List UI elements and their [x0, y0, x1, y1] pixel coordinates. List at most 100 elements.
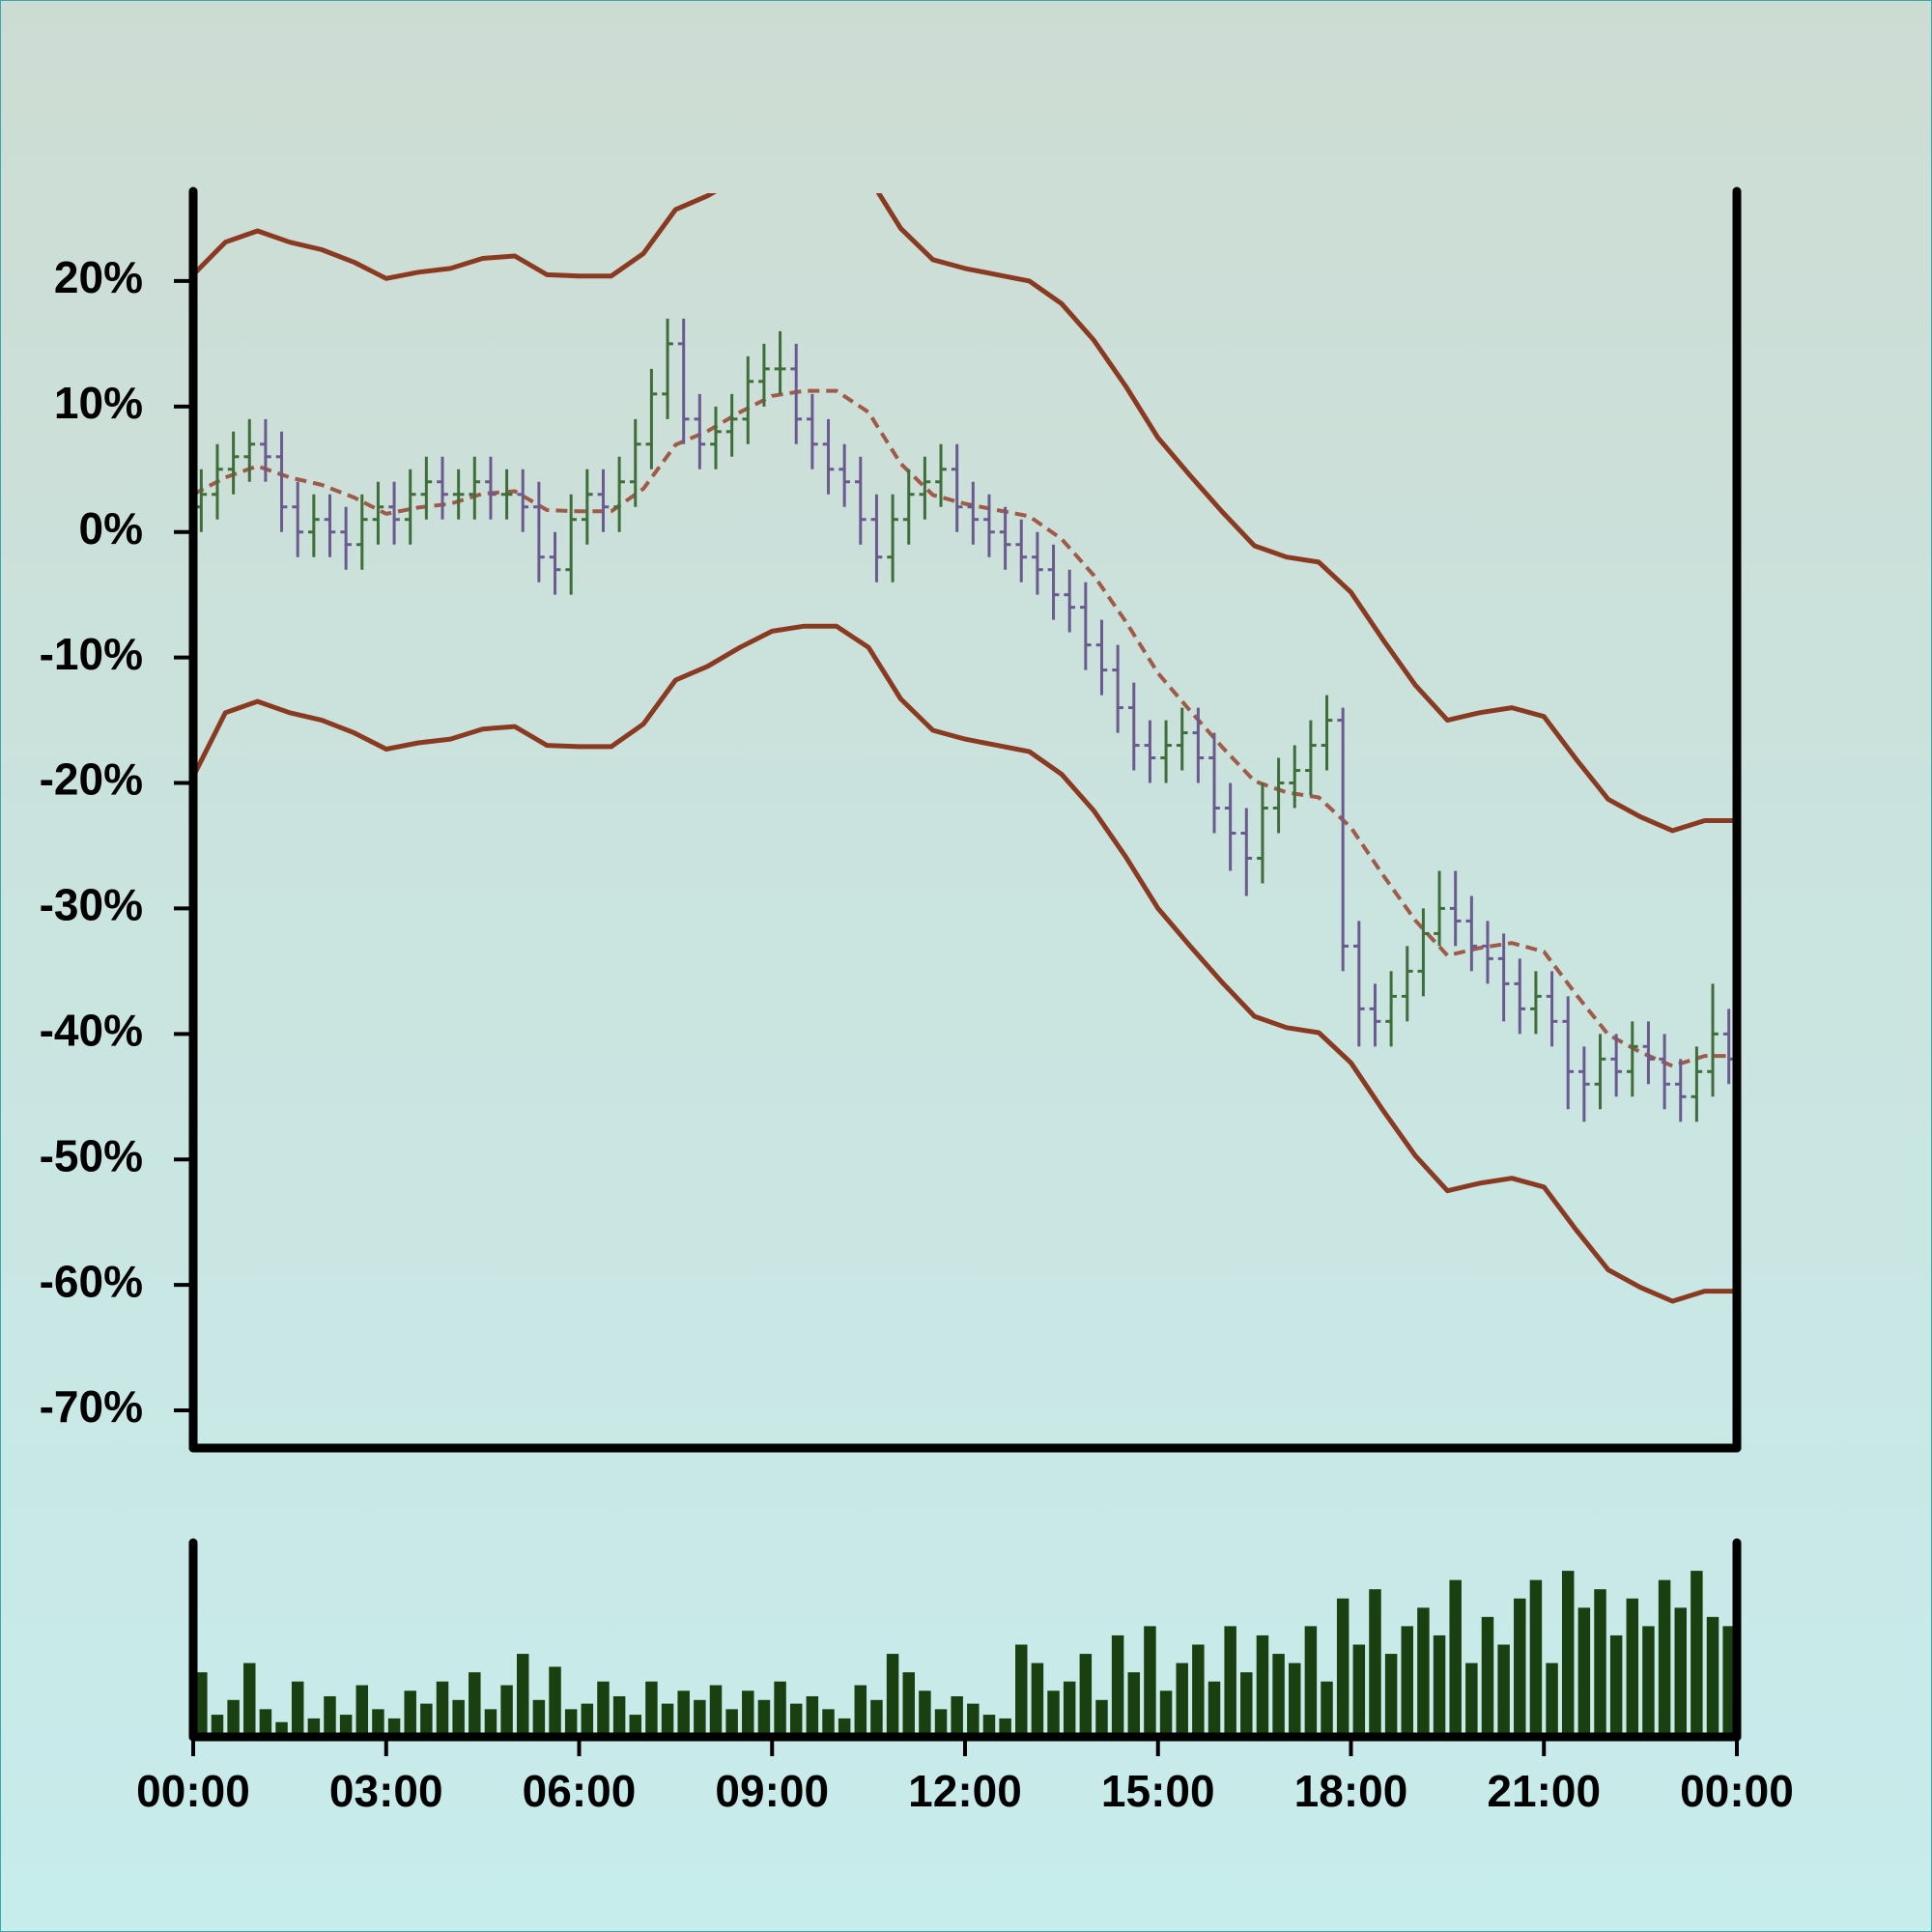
x-tick-label: 06:00 [523, 1766, 637, 1816]
x-tick-label: 09:00 [715, 1766, 829, 1816]
y-tick-label: -40% [40, 1005, 143, 1055]
y-tick-label: 10% [54, 378, 143, 428]
volume-bar [597, 1681, 610, 1737]
volume-bar [629, 1715, 642, 1737]
volume-bar [1497, 1644, 1510, 1737]
volume-bar [1224, 1626, 1236, 1737]
x-tick-label: 21:00 [1487, 1766, 1601, 1816]
x-tick-label: 00:00 [1680, 1766, 1794, 1816]
volume-bar [211, 1715, 224, 1737]
moving-average [193, 388, 1737, 1068]
volume-bar [1352, 1644, 1366, 1737]
volume-bar [516, 1654, 529, 1737]
volume-bar [1577, 1607, 1591, 1737]
band-line [193, 193, 1737, 834]
volume-bar [1658, 1579, 1671, 1737]
axes [188, 186, 1742, 1742]
volume-bar [469, 1672, 481, 1737]
volume-bar [1031, 1662, 1044, 1737]
volume-bar [919, 1690, 931, 1737]
volume-bar [1417, 1607, 1430, 1737]
volume-bar [645, 1681, 658, 1737]
volume-bar [725, 1709, 738, 1737]
volume-bar [1674, 1607, 1687, 1737]
volume-bar [982, 1715, 996, 1737]
volume-bar [339, 1715, 353, 1737]
y-tick-label: -60% [40, 1256, 143, 1306]
volume-bar [1208, 1681, 1221, 1737]
volume-bar [420, 1703, 433, 1737]
volume-bar [1015, 1644, 1028, 1737]
volume-bar [307, 1718, 321, 1737]
volume-bar [259, 1709, 272, 1737]
band-line [193, 623, 1737, 1304]
volume-bar [870, 1699, 883, 1737]
volume-bar [436, 1681, 449, 1737]
volume-bar [1159, 1690, 1173, 1737]
y-tick-label: 20% [54, 252, 143, 302]
y-tick-label: 0% [79, 503, 143, 554]
y-tick-label: -30% [40, 880, 143, 930]
volume-bar [967, 1703, 980, 1737]
volume-bar [484, 1709, 497, 1737]
volume-bar [1047, 1690, 1060, 1737]
volume-bar [1433, 1634, 1446, 1737]
volume-bar [404, 1690, 416, 1737]
volume-bar [243, 1662, 256, 1737]
volume-bar [1272, 1654, 1285, 1737]
volume-bar [372, 1709, 384, 1737]
volume-bar [854, 1685, 867, 1737]
volume-bar [1449, 1579, 1462, 1737]
volume-bar [709, 1685, 723, 1737]
x-tick-label: 03:00 [329, 1766, 443, 1816]
volume-bar [661, 1703, 674, 1737]
x-tick-label: 18:00 [1294, 1766, 1408, 1816]
volume-bar [1594, 1589, 1606, 1737]
y-tick-label: -70% [40, 1381, 143, 1432]
volume-bar [789, 1703, 803, 1737]
volume-bar [549, 1666, 561, 1737]
volume-bar [1722, 1626, 1735, 1737]
volume-bar [1288, 1662, 1301, 1737]
volume-bar [694, 1699, 706, 1737]
volume-bar [774, 1681, 786, 1737]
plot-area [193, 193, 1737, 1304]
x-tick-label: 15:00 [1101, 1766, 1215, 1816]
volume-bar [1240, 1672, 1253, 1737]
volume-bar [1127, 1672, 1141, 1737]
volume-bar [291, 1681, 304, 1737]
volume-bar [1144, 1626, 1156, 1737]
volume-bar [934, 1709, 948, 1737]
volume-bar [1706, 1616, 1719, 1737]
x-tick-label: 00:00 [136, 1766, 250, 1816]
volume-bar [757, 1699, 771, 1737]
volume-bar [227, 1699, 240, 1737]
y-tick-label: -50% [40, 1130, 143, 1180]
volume-bar [1690, 1571, 1703, 1737]
volume-bar [677, 1690, 690, 1737]
volume-bar [1192, 1644, 1205, 1737]
volume-bar [1176, 1662, 1188, 1737]
volume-bar [1321, 1681, 1333, 1737]
volume-bar [195, 1672, 208, 1737]
volume-bar [355, 1685, 369, 1737]
volume-bar [1561, 1571, 1575, 1737]
volume-bar [1304, 1626, 1318, 1737]
volume-bar [1529, 1579, 1543, 1737]
volume-bar [951, 1695, 963, 1737]
volume-bar [822, 1709, 835, 1737]
volume-bar [1095, 1699, 1108, 1737]
volume-bar [886, 1654, 899, 1737]
volume-bar [324, 1695, 336, 1737]
y-tick-label: -10% [40, 629, 143, 679]
volume-bar [1609, 1634, 1623, 1737]
volume-bar [1481, 1616, 1494, 1737]
volume-bar [1514, 1598, 1526, 1737]
volume-bar [1626, 1598, 1639, 1737]
volume-bar [1465, 1662, 1478, 1737]
volume-bar [806, 1695, 819, 1737]
volume-bar [1256, 1634, 1269, 1737]
